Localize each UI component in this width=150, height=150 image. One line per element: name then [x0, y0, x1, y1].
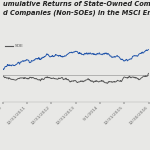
- Legend: SOE: SOE: [5, 44, 23, 48]
- Text: d Companies (Non-SOEs) in the MSCI Emerging: d Companies (Non-SOEs) in the MSCI Emerg…: [3, 10, 150, 16]
- Text: umulative Returns of State-Owned Companies: umulative Returns of State-Owned Compani…: [3, 1, 150, 7]
